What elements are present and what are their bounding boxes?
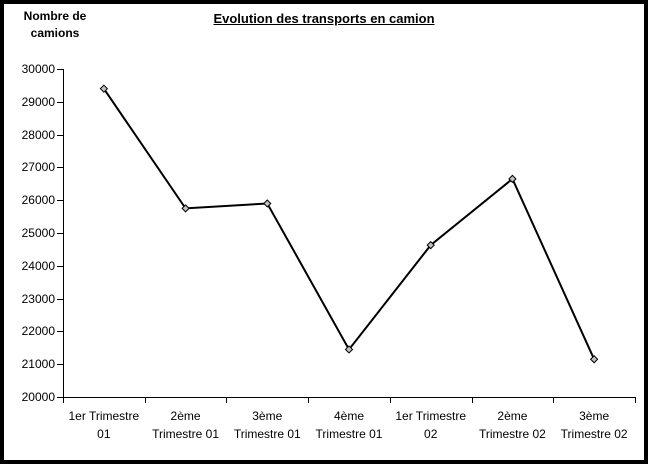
x-tick-label: 1er Trimestre 02 <box>395 409 467 441</box>
y-tick-label: 21000 <box>21 357 55 372</box>
y-tick-label: 28000 <box>21 127 55 142</box>
x-tick-label: 2ème Trimestre 02 <box>478 409 546 441</box>
y-tick-label: 29000 <box>21 94 55 109</box>
x-tick-label: 4ème Trimestre 01 <box>315 409 383 441</box>
data-point-marker <box>99 84 109 93</box>
series-line <box>103 88 596 360</box>
x-tick-label: 3ème Trimestre 01 <box>233 409 301 441</box>
data-point-marker <box>589 355 599 364</box>
plot-area <box>57 69 636 403</box>
data-point-marker <box>181 204 190 213</box>
x-tick-label: 2ème Trimestre 01 <box>152 409 219 441</box>
axes <box>57 69 636 403</box>
x-tick-label: 1er Trimestre 01 <box>68 409 140 441</box>
y-axis-title-line1: Nombre de <box>23 9 87 23</box>
y-tick-label: 27000 <box>21 160 55 175</box>
y-tick-label: 23000 <box>21 291 55 306</box>
data-point-marker <box>263 199 272 208</box>
x-tick-label: 3ème Trimestre 02 <box>560 409 628 441</box>
chart-title: Evolution des transports en camion <box>213 11 435 26</box>
y-tick-label: 26000 <box>21 193 55 208</box>
data-point-marker <box>426 240 435 250</box>
y-tick-label: 20000 <box>21 390 55 404</box>
y-tick-label: 22000 <box>21 324 55 339</box>
data-point-marker <box>508 174 517 184</box>
data-point-marker <box>344 345 354 354</box>
y-axis-title: Nombre de camions <box>10 8 100 42</box>
y-tick-label: 25000 <box>21 226 55 240</box>
y-tick-label: 24000 <box>21 258 55 273</box>
y-axis-title-line2: camions <box>30 26 80 40</box>
y-tick-label: 30000 <box>21 62 55 76</box>
chart-title-wrap: Evolution des transports en camion <box>4 10 644 28</box>
